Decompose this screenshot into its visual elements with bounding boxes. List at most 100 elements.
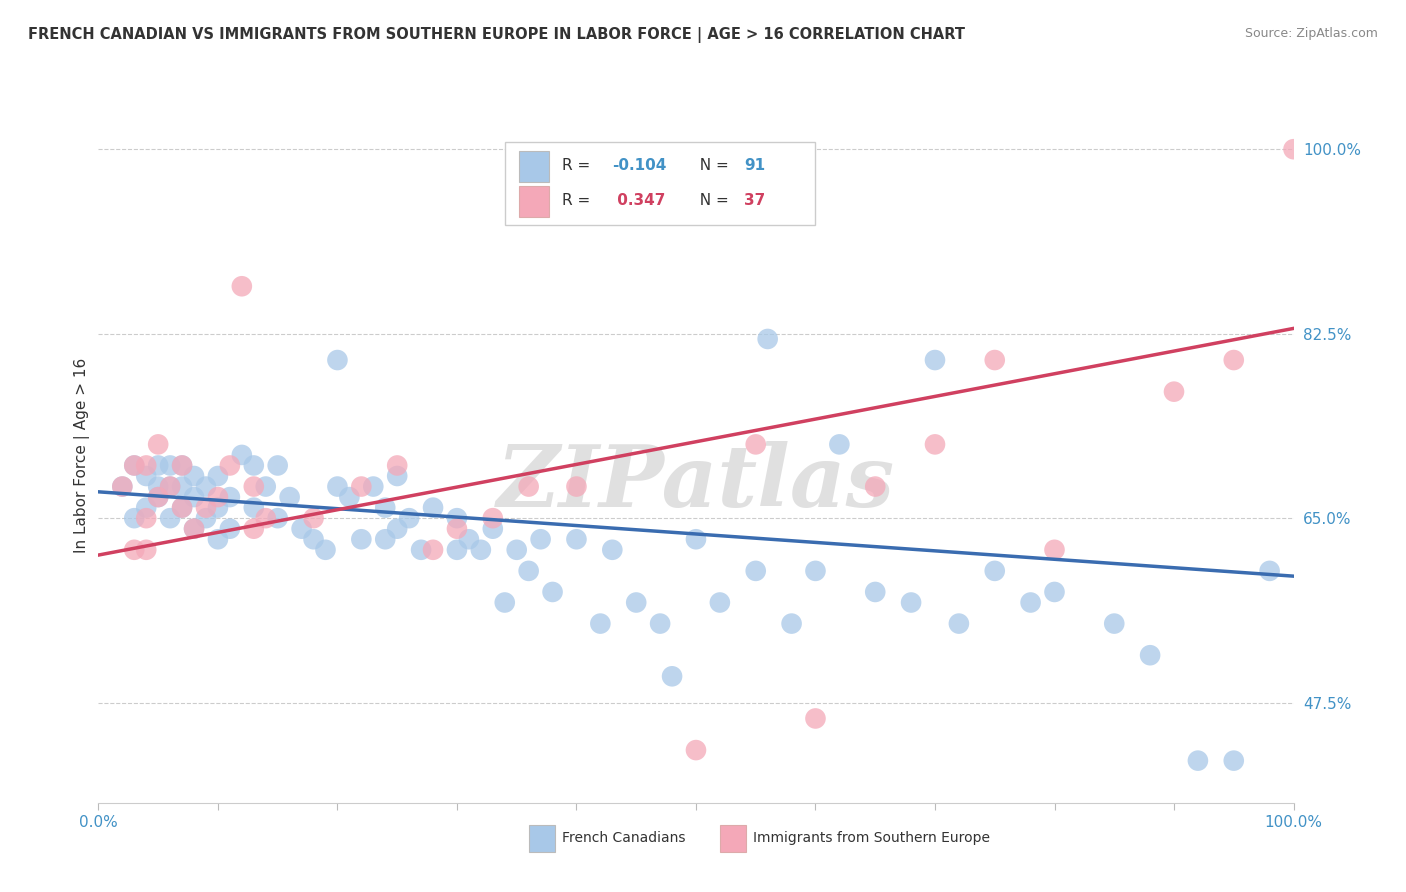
Point [589,616,612,631]
Point [804,564,827,578]
Point [159,511,181,525]
Point [1223,754,1246,768]
Point [530,533,553,547]
Point [350,479,373,493]
Point [517,479,540,493]
Point [135,511,157,525]
Text: Source: ZipAtlas.com: Source: ZipAtlas.com [1244,27,1378,40]
Point [1043,585,1066,599]
Point [291,522,314,536]
Point [363,479,385,493]
Point [207,533,229,547]
Point [195,511,218,525]
Point [326,353,349,368]
Point [1223,353,1246,368]
Y-axis label: In Labor Force | Age > 16: In Labor Force | Age > 16 [75,358,90,552]
Point [446,542,468,557]
Point [219,522,242,536]
Point [481,511,505,525]
FancyBboxPatch shape [519,151,548,182]
Point [1187,754,1209,768]
Point [219,490,242,504]
Point [195,479,218,493]
Point [506,542,529,557]
Text: 37: 37 [744,193,765,208]
Point [254,479,277,493]
Text: R =: R = [562,193,595,208]
Point [148,490,170,504]
Point [207,490,229,504]
Point [1139,648,1161,663]
Point [385,458,409,473]
Point [302,511,325,525]
Point [219,458,242,473]
Point [470,542,492,557]
Point [648,616,672,631]
Point [183,490,205,504]
Point [541,585,564,599]
FancyBboxPatch shape [529,825,555,852]
Text: R =: R = [562,158,595,173]
Point [302,533,325,547]
Point [661,669,683,683]
Point [159,479,181,493]
Point [1282,142,1305,156]
Point [183,469,205,483]
Point [350,533,373,547]
Point [446,522,468,536]
Point [565,479,588,493]
Point [517,564,540,578]
Point [1043,542,1066,557]
Point [172,500,194,515]
Point [135,458,157,473]
Point [900,595,922,609]
Point [924,353,946,368]
Point [984,353,1007,368]
Point [446,511,468,525]
Point [183,522,205,536]
Text: N =: N = [690,193,734,208]
FancyBboxPatch shape [519,186,548,217]
Point [865,585,887,599]
Point [207,469,229,483]
Point [984,564,1007,578]
Point [422,500,444,515]
Point [924,437,946,451]
Point [148,490,170,504]
Point [745,564,768,578]
Point [207,500,229,515]
Point [148,458,170,473]
Point [231,448,253,462]
Point [135,542,157,557]
Point [254,511,277,525]
Point [1258,564,1281,578]
Point [804,711,827,725]
Point [231,279,253,293]
Point [339,490,361,504]
Text: FRENCH CANADIAN VS IMMIGRANTS FROM SOUTHERN EUROPE IN LABOR FORCE | AGE > 16 COR: FRENCH CANADIAN VS IMMIGRANTS FROM SOUTH… [28,27,965,43]
Point [243,522,266,536]
Point [172,479,194,493]
Point [267,458,290,473]
Point [243,479,266,493]
Point [865,479,887,493]
Point [1163,384,1185,399]
Point [243,458,266,473]
Point [1104,616,1126,631]
Text: -0.104: -0.104 [613,158,666,173]
Text: 91: 91 [744,158,765,173]
Point [135,500,157,515]
Point [111,479,134,493]
FancyBboxPatch shape [505,142,815,226]
FancyBboxPatch shape [720,825,747,852]
Point [172,500,194,515]
Point [278,490,301,504]
Point [398,511,420,525]
Point [385,469,409,483]
Point [626,595,648,609]
Text: French Canadians: French Canadians [562,831,686,846]
Point [602,542,624,557]
Text: 0.347: 0.347 [613,193,665,208]
Point [124,458,146,473]
Point [828,437,851,451]
